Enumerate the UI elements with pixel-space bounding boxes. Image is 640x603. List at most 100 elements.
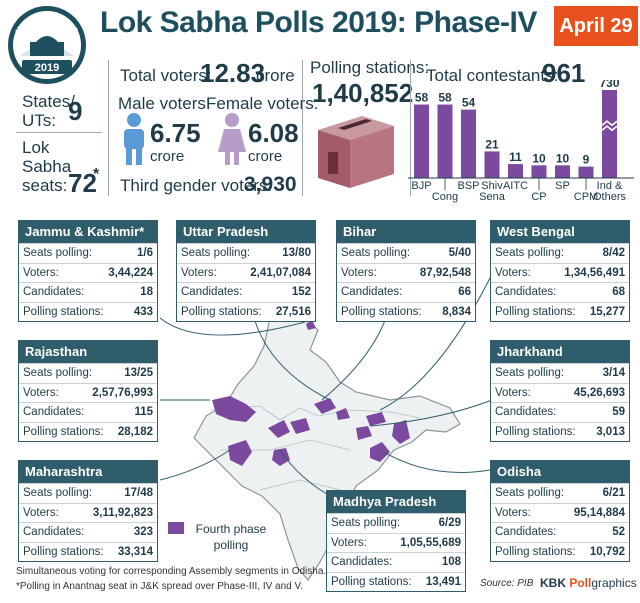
category-label: BJP [411, 180, 431, 192]
female-voters-value: 6.08 [248, 118, 299, 148]
state-card: Uttar Pradesh Seats polling: 13/80 Voters: 2… [176, 220, 316, 322]
row-label: Polling stations: [495, 545, 576, 558]
row-label: Voters: [23, 386, 59, 399]
row-value: 10,792 [589, 545, 625, 558]
row-label: Polling stations: [495, 305, 576, 318]
row-value: 1,05,55,689 [400, 536, 461, 549]
row-label: Candidates: [495, 286, 557, 299]
row-value: 3,44,224 [108, 266, 153, 279]
state-card-row: Seats polling: 1/6 [19, 243, 157, 263]
state-card-row: Seats polling: 6/29 [327, 513, 465, 533]
bar [461, 109, 476, 178]
map-region-uttar-pradesh [314, 398, 336, 414]
row-label: Candidates: [331, 556, 393, 569]
date-badge: April 29 [554, 6, 638, 46]
bar [602, 90, 617, 178]
brand-credit: KBK Pollgraphics [540, 576, 637, 590]
row-value: 2,41,07,084 [250, 266, 311, 279]
state-card-row: Candidates: 52 [491, 522, 629, 542]
row-value: 2,57,76,993 [92, 386, 153, 399]
divider [16, 132, 102, 133]
row-value: 13/25 [124, 367, 153, 380]
row-value: 66 [458, 286, 471, 299]
state-card-row: Seats polling: 8/42 [491, 243, 629, 263]
state-card-row: Voters: 2,57,76,993 [19, 382, 157, 403]
india-votes-logo: 2019 INDIA VOTES [8, 6, 86, 84]
total-voters-label: Total voters: [120, 66, 212, 85]
male-voters-value: 6.75 [150, 118, 201, 148]
row-value: 28,182 [117, 425, 153, 438]
states-label: States/ UTs: [22, 92, 75, 130]
divider [108, 60, 109, 196]
state-card-row: Candidates: 152 [177, 282, 315, 302]
bar-value-label: 10 [556, 151, 570, 165]
category-label: Cong [432, 191, 458, 203]
row-value: 27,516 [275, 305, 311, 318]
row-label: Candidates: [23, 406, 85, 419]
bar [414, 104, 429, 178]
map-region-west-bengal [392, 420, 410, 444]
state-card-row: Polling stations: 27,516 [177, 301, 315, 322]
state-card-row: Polling stations: 33,314 [19, 541, 157, 562]
state-card: Madhya Pradesh Seats polling: 6/29 Voters: 1… [326, 490, 466, 592]
row-value: 115 [134, 406, 153, 419]
state-card-row: Candidates: 66 [337, 282, 475, 302]
row-value: 1/6 [137, 247, 153, 260]
state-card-row: Seats polling: 13/25 [19, 363, 157, 383]
category-label: CP [531, 191, 546, 203]
state-card-row: Candidates: 115 [19, 402, 157, 422]
row-value: 18 [140, 286, 153, 299]
male-voters-label: Male voters: [118, 94, 211, 113]
row-value: 68 [612, 286, 625, 299]
row-label: Voters: [181, 266, 217, 279]
category-label: Shiv [481, 180, 503, 192]
category-label: Sena [479, 191, 506, 203]
map-region-uttar-pradesh-2 [336, 408, 350, 420]
divider [410, 60, 411, 196]
map-region-madhya-pradesh [268, 420, 290, 438]
female-voters-unit: crore [248, 148, 283, 165]
bar-value-label: 58 [415, 91, 429, 105]
row-label: Candidates: [495, 526, 557, 539]
state-card-row: Voters: 87,92,548 [337, 262, 475, 283]
state-card-row: Polling stations: 28,182 [19, 421, 157, 442]
category-label: BSP [457, 180, 479, 192]
state-card-row: Polling stations: 13,491 [327, 571, 465, 592]
row-value: 3,013 [596, 425, 625, 438]
row-label: Candidates: [23, 526, 85, 539]
category-label: Others [593, 191, 627, 203]
state-card: Jharkhand Seats polling: 3/14 Voters: 45,26,… [490, 340, 630, 442]
map-region-maharashtra [228, 440, 252, 466]
row-label: Seats polling: [23, 487, 93, 500]
state-card-row: Seats polling: 5/40 [337, 243, 475, 263]
row-value: 8,834 [442, 305, 471, 318]
row-value: 6/21 [602, 487, 625, 500]
page-title: Lok Sabha Polls 2019: Phase-IV [100, 6, 537, 39]
state-card-row: Candidates: 59 [491, 402, 629, 422]
state-card-row: Polling stations: 10,792 [491, 541, 629, 562]
state-card-row: Voters: 3,44,224 [19, 262, 157, 283]
state-card-row: Candidates: 323 [19, 522, 157, 542]
third-gender-label: Third gender voters: [120, 176, 273, 195]
state-card-row: Seats polling: 6/21 [491, 483, 629, 503]
contestants-label: Total contestants: [426, 66, 559, 85]
bar [437, 104, 453, 178]
row-value: 3,11,92,823 [92, 506, 153, 519]
map-region-odisha [370, 442, 390, 462]
state-card-title: Bihar [337, 221, 475, 243]
category-label: Ind & [597, 180, 623, 192]
bar [578, 166, 594, 178]
state-card-title: Odisha [491, 461, 629, 483]
state-card-row: Voters: 1,05,55,689 [327, 532, 465, 553]
state-card-row: Voters: 1,34,56,491 [491, 262, 629, 283]
row-value: 13,491 [425, 575, 461, 588]
female-voters-label: Female voters: [206, 94, 319, 113]
map-region-madhya-pradesh-2 [290, 418, 310, 434]
state-card-title: West Bengal [491, 221, 629, 243]
row-value: 5/40 [448, 247, 471, 260]
state-card: West Bengal Seats polling: 8/42 Voters: 1,34… [490, 220, 630, 322]
state-card: Rajasthan Seats polling: 13/25 Voters: 2,57,… [18, 340, 158, 442]
state-card-row: Polling stations: 15,277 [491, 301, 629, 322]
